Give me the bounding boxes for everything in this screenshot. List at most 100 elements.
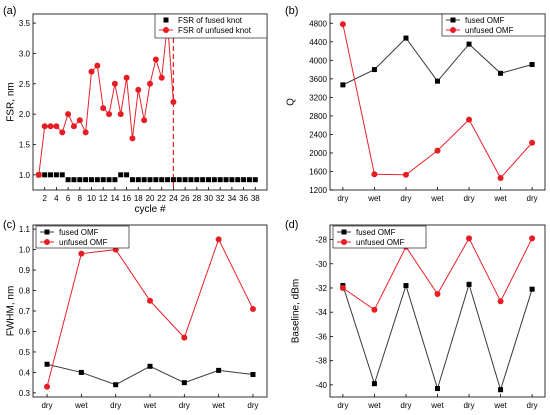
series-fused (44, 361, 256, 388)
y-tick-label: -34 (315, 308, 327, 317)
data-point (176, 177, 182, 183)
data-point (70, 123, 77, 130)
data-point (124, 172, 130, 178)
data-point (529, 235, 536, 242)
data-point (217, 177, 223, 183)
data-point (153, 177, 159, 183)
data-point (466, 281, 472, 287)
y-tick-label: 0.6 (19, 327, 31, 336)
y-tick-label: 4400 (309, 38, 327, 47)
x-tick-label: wet (143, 401, 157, 410)
data-point (106, 111, 113, 118)
data-point (339, 21, 346, 28)
data-point (106, 177, 112, 183)
data-point (435, 386, 440, 392)
data-point (111, 80, 118, 87)
x-tick-label: wet (211, 401, 225, 410)
panel-label: (c) (3, 219, 16, 231)
data-point (194, 177, 200, 183)
y-axis-label: Q (286, 98, 297, 106)
data-point (100, 105, 107, 112)
x-tick-label: 34 (227, 194, 236, 203)
y-axis-label: Baseline, dBm (291, 279, 302, 343)
y-tick-label: 0.4 (19, 368, 31, 377)
panel-2: (b) 1200 1600 2000 2400 2800 3200 3600 4000 4400 4… (285, 5, 546, 203)
data-point (53, 123, 60, 130)
y-axis-label: FSR, nm (6, 82, 17, 121)
x-tick-label: 10 (87, 194, 96, 203)
data-point (215, 236, 222, 243)
data-point (529, 139, 536, 146)
y-tick-label: 3.0 (19, 49, 31, 58)
x-tick-label: dry (463, 194, 474, 203)
x-tick-label: wet (74, 401, 88, 410)
plot-frame (329, 13, 546, 191)
x-tick-label: 38 (251, 194, 260, 203)
data-point (147, 80, 153, 87)
x-tick-label: dry (400, 401, 411, 410)
x-tick-label: 16 (122, 194, 131, 203)
y-tick-label: 1600 (309, 167, 327, 176)
data-point (241, 177, 247, 183)
x-tick-label: 20 (146, 194, 155, 203)
x-tick-label: 14 (110, 194, 119, 203)
legend-box (441, 13, 546, 37)
data-point (181, 380, 187, 386)
data-point (77, 177, 83, 183)
data-point (48, 172, 54, 178)
panel-3: (c) 0.3 0.4 0.5 0.6 0.7 0.8 0.9 1.0 1.1 dry wet dry w… (3, 219, 268, 410)
data-point (44, 361, 50, 367)
legend-label: unfused OMF (356, 238, 405, 247)
data-point (117, 111, 124, 118)
series-line (342, 237, 533, 311)
data-point (466, 116, 473, 123)
data-point (497, 174, 504, 181)
data-point (94, 177, 100, 183)
data-point (435, 78, 440, 84)
data-point (41, 123, 48, 130)
data-point (135, 177, 141, 183)
legend-marker (341, 229, 347, 235)
data-point (112, 177, 118, 183)
legend-marker (163, 27, 169, 33)
data-point (42, 172, 48, 178)
data-point (497, 298, 504, 305)
y-tick-label: 2400 (309, 130, 327, 139)
legend-marker (44, 229, 50, 235)
plot-frame (32, 224, 268, 398)
data-point (100, 177, 106, 183)
data-point (170, 177, 176, 183)
data-point (235, 177, 241, 183)
panel-label: (a) (3, 5, 16, 17)
y-tick-label: 4000 (309, 56, 327, 65)
data-point (229, 177, 235, 183)
data-point (158, 74, 165, 81)
plot-frame (32, 13, 268, 191)
panel-1: (a)1.01.52.02.53.03.52 4 6 8 10 12 14 16 18 20 22 2… (3, 5, 268, 215)
data-point (44, 383, 51, 390)
x-tick-label: 26 (181, 194, 190, 203)
x-tick-label: dry (337, 401, 348, 410)
data-point (165, 177, 171, 183)
legend-label: fused OMF (59, 228, 99, 237)
x-tick-label: 4 (54, 194, 59, 203)
data-point (88, 68, 95, 75)
legend-label: FSR of fused knot (178, 16, 243, 25)
legend-label: unfused OMF (59, 238, 108, 247)
legend-box (332, 225, 427, 249)
x-tick-label: 2 (42, 194, 47, 203)
series-fused (36, 172, 258, 183)
data-point (249, 305, 256, 312)
y-tick-label: 1.5 (19, 140, 31, 149)
plot-frame (329, 224, 546, 398)
x-tick-label: wet (367, 401, 381, 410)
series-fused (340, 281, 535, 393)
legend-box (35, 225, 130, 249)
x-tick-label: 30 (204, 194, 213, 203)
data-point (113, 382, 119, 388)
data-point (83, 177, 89, 183)
data-point (371, 381, 377, 387)
data-point (65, 111, 72, 118)
series-line (342, 24, 533, 179)
